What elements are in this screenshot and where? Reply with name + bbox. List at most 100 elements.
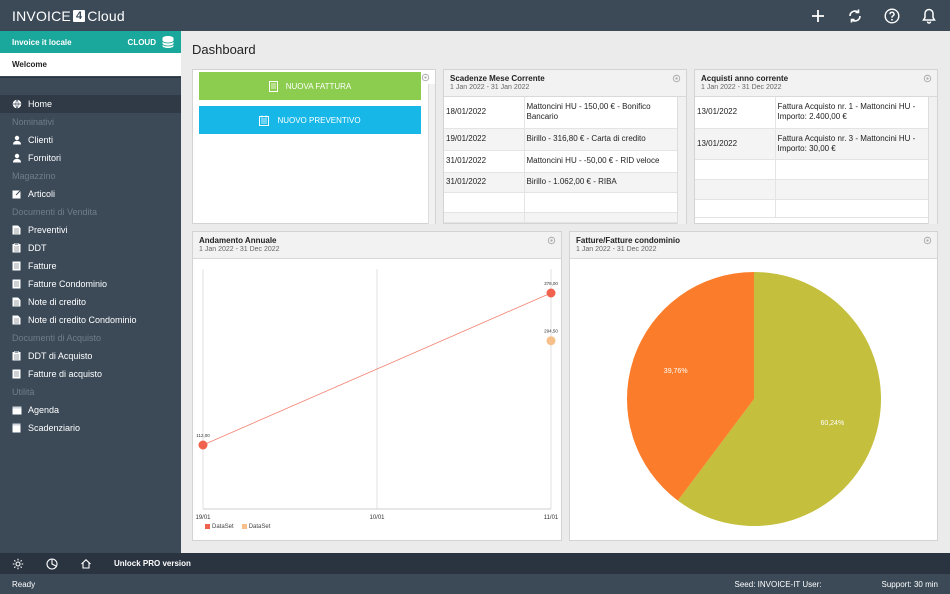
new-invoice-button[interactable]: NUOVA FATTURA <box>199 72 421 100</box>
sidebar-item-ddt[interactable]: DDT <box>0 239 181 257</box>
sidebar-item-label: Articoli <box>28 189 56 199</box>
sidebar-item-articoli[interactable]: Articoli <box>0 185 181 203</box>
data-point <box>546 336 556 346</box>
panel-settings-icon[interactable] <box>672 74 681 83</box>
sidebar-item-fatture-di-acquisto[interactable]: Fatture di acquisto <box>0 365 181 383</box>
top-bar: INVOICE 4 Cloud <box>0 0 950 31</box>
sidebar-item-label: Fornitori <box>28 153 62 163</box>
table-row[interactable]: 31/01/2022 Mattoncini HU - -50,00 € - RID… <box>444 150 678 173</box>
table-row[interactable] <box>695 179 929 200</box>
palette-icon[interactable] <box>46 557 58 570</box>
sidebar-item-label: Note di credito <box>28 297 87 307</box>
sidebar: Invoice it locale CLOUD Welcome Home Nomi… <box>0 31 181 553</box>
sidebar-item-fatture[interactable]: Fatture <box>0 257 181 275</box>
x-tick-label: 10/01 <box>369 515 385 521</box>
acquisti-panel: Acquisti anno corrente 1 Jan 2022 - 31 D… <box>694 69 938 224</box>
sidebar-item-home[interactable]: Home <box>0 95 181 113</box>
fatture-pie-title: Fatture/Fatture condominio <box>576 236 680 245</box>
table-row[interactable]: 18/01/2022 Mattoncini HU - 150,00 € - Bon… <box>444 97 678 129</box>
person-icon <box>12 153 22 163</box>
date-cell <box>444 212 525 223</box>
table-row[interactable]: 19/01/2022 Birillo - 316,80 € - Carta di … <box>444 128 678 151</box>
chart-legend: DataSet DataSet <box>205 523 271 530</box>
acquisti-subtitle: 1 Jan 2022 - 31 Dec 2022 <box>701 84 782 91</box>
sidebar-item-ddt-di-acquisto[interactable]: DDT di Acquisto <box>0 347 181 365</box>
andamento-subtitle: 1 Jan 2022 - 31 Dec 2022 <box>199 246 280 253</box>
sidebar-item-fornitori[interactable]: Fornitori <box>0 149 181 167</box>
table-row[interactable] <box>695 199 929 218</box>
sidebar-item-label: Agenda <box>28 405 60 415</box>
table-row[interactable]: 13/01/2022 Fattura Acquisto nr. 3 - Matto… <box>695 128 929 160</box>
description-cell: Birillo - 1.062,00 € - RIBA <box>524 172 678 193</box>
calendar-icon <box>12 405 22 415</box>
panel-settings-icon[interactable] <box>923 236 932 245</box>
plus-icon[interactable] <box>809 7 827 25</box>
fatture-pie-panel: Fatture/Fatture condominio 1 Jan 2022 - … <box>569 231 938 541</box>
sidebar-section-label: Documenti di Acquisto <box>12 333 102 343</box>
fatture-pie-subtitle: 1 Jan 2022 - 31 Dec 2022 <box>576 246 657 253</box>
cloud-badge: CLOUD <box>127 37 156 47</box>
status-bar: Ready Seed: INVOICE-IT User: Support: 30… <box>0 574 950 594</box>
scadenze-panel: Scadenze Mese Corrente 1 Jan 2022 - 31 J… <box>443 69 687 224</box>
sidebar-item-label: Fatture <box>28 261 57 271</box>
new-quote-label: NUOVO PREVENTIVO <box>277 115 361 125</box>
acquisti-table: 13/01/2022 Fattura Acquisto nr. 1 - Matto… <box>695 97 929 218</box>
sidebar-item-fatture-condominio[interactable]: Fatture Condominio <box>0 275 181 293</box>
sidebar-item-label: Scadenziario <box>28 423 81 433</box>
invoice-icon <box>12 369 22 379</box>
date-cell <box>695 199 776 218</box>
sidebar-item-note-di-credito[interactable]: Note di credito <box>0 293 181 311</box>
sidebar-item-label: Note di credito Condominio <box>28 315 137 325</box>
panel-settings-icon[interactable] <box>547 236 556 245</box>
clipboard-icon <box>12 351 22 361</box>
sidebar-item-label: Preventivi <box>28 225 68 235</box>
account-name: Invoice it locale <box>12 37 72 47</box>
table-row[interactable] <box>444 212 678 223</box>
sidebar-item-label: DDT <box>28 243 47 253</box>
invoice-icon <box>268 80 278 92</box>
description-cell <box>775 159 929 180</box>
help-icon[interactable] <box>883 7 901 25</box>
x-tick-label: 11/01 <box>544 515 559 521</box>
table-row[interactable] <box>695 159 929 180</box>
table-row[interactable]: 13/01/2022 Fattura Acquisto nr. 1 - Matto… <box>695 97 929 129</box>
sidebar-item-label: DDT di Acquisto <box>28 351 93 361</box>
data-label: 112,00 <box>196 433 210 438</box>
sidebar-item-scadenziario[interactable]: Scadenziario <box>0 419 181 437</box>
new-invoice-label: NUOVA FATTURA <box>285 81 352 91</box>
document-icon <box>12 297 22 307</box>
sidebar-item-clienti[interactable]: Clienti <box>0 131 181 149</box>
schedule-icon <box>12 423 22 433</box>
legend-item: DataSet <box>241 523 271 530</box>
new-quote-button[interactable]: NUOVO PREVENTIVO <box>199 106 421 134</box>
panel-settings-icon[interactable] <box>421 73 430 82</box>
home-icon[interactable] <box>80 558 92 570</box>
series-line <box>202 292 552 446</box>
panel-settings-icon[interactable] <box>923 74 932 83</box>
description-cell: Mattoncini HU - -50,00 € - RID veloce <box>524 150 678 173</box>
status-ready: Ready <box>12 579 36 589</box>
sidebar-item-preventivi[interactable]: Preventivi <box>0 221 181 239</box>
description-cell <box>524 212 678 223</box>
settings-icon[interactable] <box>12 558 24 570</box>
table-row[interactable] <box>444 192 678 213</box>
panel-scrollbar[interactable] <box>428 84 435 224</box>
legend-label: DataSet <box>248 524 271 530</box>
logo-text-left: INVOICE <box>12 7 71 24</box>
account-bar[interactable]: Invoice it locale CLOUD <box>0 31 181 53</box>
sidebar-item-agenda[interactable]: Agenda <box>0 401 181 419</box>
bell-icon[interactable] <box>920 7 938 25</box>
panel-scrollbar[interactable] <box>677 97 686 224</box>
sidebar-section-label: Utilità <box>12 387 35 397</box>
pie-slice <box>627 272 754 501</box>
sync-icon[interactable] <box>846 7 864 25</box>
logo-text-mid: 4 <box>72 9 86 22</box>
panel-scrollbar[interactable] <box>928 97 937 224</box>
unlock-pro-link[interactable]: Unlock PRO version <box>114 559 191 568</box>
table-row[interactable]: 31/01/2022 Birillo - 1.062,00 € - RIBA <box>444 172 678 193</box>
edit-icon <box>12 189 22 199</box>
sidebar-section-label: Documenti di Vendita <box>12 207 98 217</box>
sidebar-item-note-di-credito-condominio[interactable]: Note di credito Condominio <box>0 311 181 329</box>
date-cell <box>444 192 525 213</box>
data-point <box>198 440 208 450</box>
